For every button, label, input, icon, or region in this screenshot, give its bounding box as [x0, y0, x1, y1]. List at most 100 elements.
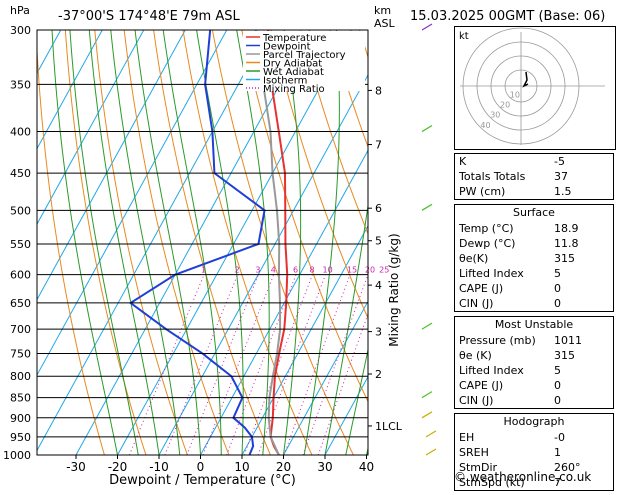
- mixing-ratio-line: [302, 274, 368, 455]
- mixing-ratio-line: [243, 274, 313, 455]
- legend-entry: Parcel Trajectory: [263, 50, 346, 61]
- surface-label: Temp (°C): [459, 222, 514, 235]
- km-tick-label: 5: [375, 235, 382, 248]
- location-title: -37°00'S 174°48'E 79m ASL: [58, 9, 240, 24]
- most-unstable-value: 1011: [554, 334, 582, 347]
- dry-adiabat-line: [300, 30, 368, 235]
- index-label: K: [459, 155, 467, 168]
- legend-entry: Temperature: [262, 33, 326, 44]
- index-value: -5: [554, 155, 565, 168]
- wet-adiabat-line: [345, 347, 368, 455]
- x-tick-label: 10: [234, 460, 249, 474]
- mixing-ratio-label: 6: [293, 266, 298, 275]
- dry-adiabat-line: [37, 41, 105, 455]
- wet-adiabat-line: [196, 30, 244, 455]
- wind-barb: [421, 203, 433, 211]
- x-tick-label: 40: [359, 460, 374, 474]
- hodograph-ring-label: 10: [510, 91, 520, 100]
- isotherm-line: [37, 30, 103, 150]
- pressure-tick-label: 500: [10, 204, 31, 217]
- surface-value: 18.9: [554, 222, 579, 235]
- legend-entry: Dewpoint: [263, 42, 311, 53]
- mixing-ratio-label: 3: [255, 266, 260, 275]
- surface-row: Lifted Index 5: [455, 266, 613, 281]
- mixing-ratio-line: [283, 274, 351, 455]
- surface-label: Lifted Index: [459, 267, 524, 280]
- isotherm-line: [200, 149, 368, 455]
- hodograph-ring-label: 20: [500, 101, 510, 110]
- x-axis-title: Dewpoint / Temperature (°C): [109, 473, 296, 486]
- hodograph-title: Hodograph: [503, 415, 565, 428]
- most-unstable-row: Lifted Index 5: [455, 363, 613, 378]
- surface-label: θe(K): [459, 252, 489, 265]
- surface-value: 5: [554, 267, 561, 280]
- most-unstable-row: θe (K) 315: [455, 348, 613, 363]
- x-tick-label: -10: [149, 460, 169, 474]
- surface-value: 315: [554, 252, 575, 265]
- km-tick-label: 4: [375, 279, 382, 292]
- mixing-ratio-line: [186, 274, 259, 455]
- most-unstable-row: CAPE (J) 0: [455, 378, 613, 393]
- most-unstable-value: 5: [554, 364, 561, 377]
- most-unstable-row: CIN (J) 0: [455, 393, 613, 408]
- pressure-tick-label: 900: [10, 412, 31, 425]
- x-tick-label: 0: [197, 460, 205, 474]
- pressure-tick-label: 300: [10, 24, 31, 37]
- surface-row: Dewp (°C) 11.8: [455, 236, 613, 251]
- pressure-tick-label: 600: [10, 269, 31, 282]
- mixing-ratio-label: 25: [379, 266, 389, 275]
- hodograph-kt-label: kt: [459, 31, 469, 42]
- pressure-tick-label: 850: [10, 392, 31, 405]
- pressure-tick-label: 550: [10, 238, 31, 251]
- pressure-tick-label: 400: [10, 126, 31, 139]
- km-tick-label: 7: [375, 139, 382, 152]
- footer-credit: © weatheronline.co.uk: [454, 470, 592, 484]
- most-unstable-label: CIN (J): [459, 394, 494, 407]
- wind-barb: [421, 391, 433, 399]
- legend-entry: Mixing Ratio: [263, 84, 325, 95]
- surface-value: 0: [554, 282, 561, 295]
- x-tick-label: 20: [276, 460, 291, 474]
- isotherm-line: [37, 30, 145, 226]
- isotherm-line: [117, 30, 352, 455]
- pressure-tick-label: 700: [10, 323, 31, 336]
- pressure-tick-label: 350: [10, 78, 31, 91]
- mixing-ratio-label: 10: [323, 266, 333, 275]
- mixing-ratio-label: 20: [365, 266, 375, 275]
- pressure-tick-label: 750: [10, 347, 31, 360]
- surface-label: CAPE (J): [459, 282, 504, 295]
- x-tick-label: -20: [108, 460, 128, 474]
- mixing-ratio-line: [317, 312, 368, 455]
- legend-entry: Wet Adiabat: [263, 67, 324, 78]
- hodograph-panel: kt 10 20 30 40: [454, 26, 616, 150]
- surface-box: Surface Temp (°C) 18.9 Dewp (°C) 11.8 θe(K) 3…: [454, 204, 614, 312]
- isotherm-line: [75, 30, 311, 455]
- surface-row: Temp (°C) 18.9: [455, 221, 613, 236]
- hodograph-label: EH: [459, 431, 475, 444]
- legend-entry: Dry Adiabat: [263, 59, 322, 70]
- dry-adiabat-line: [624, 30, 629, 455]
- units-label: hPa: [10, 4, 30, 17]
- mixing-ratio-label: 1: [201, 266, 206, 275]
- dry-adiabat-line: [64, 30, 147, 455]
- km-tick-label: 8: [375, 84, 382, 97]
- hodograph-ring-label: 30: [490, 111, 500, 120]
- wet-adiabat-line: [110, 30, 181, 455]
- x-tick-label: 30: [317, 460, 332, 474]
- hodograph-value: 7: [554, 476, 561, 489]
- pressure-tick-label: 1000: [3, 449, 31, 462]
- isotherm-line: [158, 73, 368, 455]
- index-value: 37: [554, 170, 568, 183]
- wind-barb: [421, 125, 433, 133]
- hodograph-trace: [522, 71, 529, 88]
- hodograph-value: 260°: [554, 461, 581, 474]
- km-tick-label: 6: [375, 202, 382, 215]
- wind-barb: [421, 322, 433, 330]
- most-unstable-box: Most Unstable Pressure (mb) 1011 θe (K) 315…: [454, 316, 614, 409]
- surface-row: θe(K) 315: [455, 251, 613, 266]
- km-label: km: [374, 4, 391, 17]
- mixing-ratio-label: 8: [309, 266, 314, 275]
- km-tick-label: 2: [375, 368, 382, 381]
- km-tick-label: 1LCL: [375, 420, 403, 433]
